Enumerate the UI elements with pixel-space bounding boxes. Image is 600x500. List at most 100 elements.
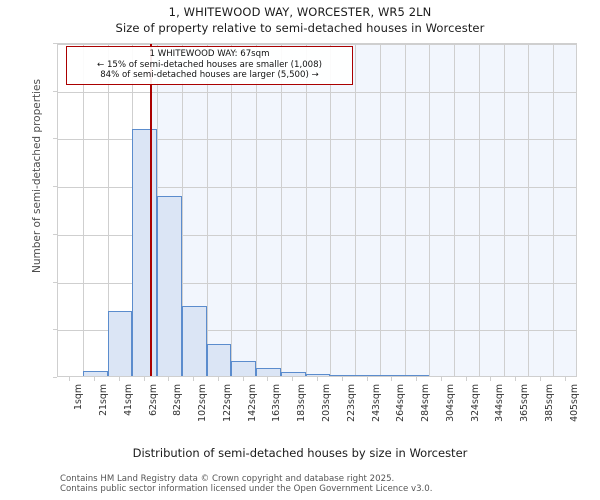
x-axis-tick-mark <box>490 377 492 381</box>
x-axis-tick-label: 183sqm <box>296 384 308 422</box>
x-axis-tick-mark <box>217 377 219 381</box>
x-axis-tick-label: 243sqm <box>370 384 382 422</box>
x-axis-tick-label: 203sqm <box>321 384 332 422</box>
x-axis-tick-label: 1sqm <box>73 384 85 410</box>
plot-area <box>57 43 577 377</box>
x-axis-tick-label: 122sqm <box>221 384 233 422</box>
gridline <box>82 44 84 376</box>
histogram-bar <box>132 128 158 376</box>
gridline <box>454 44 456 376</box>
gridline <box>58 330 576 332</box>
y-axis-tick-mark <box>53 329 57 331</box>
x-axis-tick-mark <box>564 377 566 381</box>
x-axis-tick-mark <box>168 377 170 381</box>
gridline <box>181 44 183 376</box>
x-axis-tick-label: 142sqm <box>246 384 258 422</box>
x-axis-tick-label: 365sqm <box>519 384 531 422</box>
gridline <box>206 44 208 376</box>
x-axis-tick-mark <box>539 377 541 381</box>
x-axis-tick-label: 102sqm <box>197 384 209 422</box>
x-axis-tick-mark <box>341 377 343 381</box>
chart-title-block: 1, WHITEWOOD WAY, WORCESTER, WR5 2LN Siz… <box>0 4 600 36</box>
x-axis-tick-label: 344sqm <box>494 384 506 422</box>
gridline <box>305 44 307 376</box>
property-marker-line <box>150 44 153 376</box>
page-title: 1, WHITEWOOD WAY, WORCESTER, WR5 2LN <box>168 5 432 19</box>
y-axis-tick-mark <box>53 281 57 283</box>
x-axis-tick-mark <box>242 377 244 381</box>
footer-line-1: Contains HM Land Registry data © Crown c… <box>60 474 395 484</box>
gridline <box>429 44 431 376</box>
gridline <box>330 44 332 376</box>
gridline <box>107 44 109 376</box>
histogram-bar <box>355 374 380 376</box>
y-axis-tick-mark <box>53 43 57 44</box>
histogram-bar <box>231 360 257 376</box>
annotation-box: 1 WHITEWOOD WAY: 67sqm ← 15% of semi-det… <box>66 46 353 85</box>
x-axis-tick-label: 264sqm <box>395 384 407 422</box>
x-axis-tick-mark <box>292 377 294 381</box>
gridline <box>553 44 555 376</box>
x-axis-tick-label: 21sqm <box>98 384 110 416</box>
x-axis-tick-label: 41sqm <box>122 384 134 416</box>
annotation-line-property: 1 WHITEWOOD WAY: 67sqm <box>149 49 270 59</box>
gridline <box>280 44 282 376</box>
gridline <box>58 282 576 284</box>
y-axis-tick-mark <box>53 233 57 235</box>
histogram-bar <box>206 343 232 376</box>
x-axis-tick-label: 163sqm <box>271 384 283 422</box>
gridline <box>58 44 576 45</box>
larger-region-shading <box>151 44 576 376</box>
x-axis-tick-mark <box>143 377 145 381</box>
gridline <box>528 44 530 376</box>
x-axis-tick-mark <box>118 377 120 381</box>
gridline <box>478 44 480 376</box>
x-axis-tick-mark <box>440 377 442 381</box>
histogram-bar <box>280 371 306 376</box>
footer-attribution: Contains HM Land Registry data © Crown c… <box>60 474 580 494</box>
gridline <box>231 44 233 376</box>
footer-line-2: Contains public sector information licen… <box>60 484 433 494</box>
x-axis-tick-mark <box>416 377 418 381</box>
x-axis-tick-label: 324sqm <box>469 384 481 422</box>
x-axis-tick-mark <box>465 377 467 381</box>
histogram-bar <box>181 306 207 376</box>
gridline <box>256 44 258 376</box>
x-axis-tick-mark <box>366 377 368 381</box>
gridline <box>58 187 576 189</box>
gridline <box>58 234 576 236</box>
histogram-bar <box>107 311 133 376</box>
y-axis-tick-mark <box>53 186 57 188</box>
histogram-bar <box>82 371 108 376</box>
gridline <box>503 44 505 376</box>
page-subtitle: Size of property relative to semi-detach… <box>115 21 485 35</box>
x-axis-label: Distribution of semi-detached houses by … <box>132 446 468 460</box>
histogram-bar <box>330 374 356 376</box>
histogram-bar <box>256 368 281 376</box>
x-axis-tick-label: 405sqm <box>568 384 580 422</box>
x-axis-tick-mark <box>317 377 318 381</box>
x-axis-tick-mark <box>94 377 96 381</box>
x-axis-tick-mark <box>267 377 269 381</box>
histogram-bar <box>379 374 405 376</box>
x-axis-tick-label: 284sqm <box>420 384 432 422</box>
x-axis-tick-label: 385sqm <box>543 384 555 422</box>
x-axis-tick-mark <box>69 377 71 381</box>
gridline <box>58 91 576 93</box>
y-axis-tick-mark <box>53 90 57 92</box>
x-axis-tick-mark <box>193 377 195 381</box>
y-axis-tick-mark <box>53 138 57 140</box>
gridline <box>355 44 357 376</box>
histogram-bar <box>305 373 331 376</box>
gridline <box>58 139 576 141</box>
x-axis-tick-label: 223sqm <box>345 384 357 422</box>
gridline <box>379 44 381 376</box>
y-axis-label: Number of semi-detached properties <box>31 79 43 273</box>
annotation-line-larger: 84% of semi-detached houses are larger (… <box>100 70 319 81</box>
y-axis-tick-mark <box>53 377 57 378</box>
histogram-bar <box>404 374 430 376</box>
x-axis-tick-label: 304sqm <box>444 384 456 422</box>
annotation-line-smaller: ← 15% of semi-detached houses are smalle… <box>97 59 322 70</box>
gridline <box>404 44 406 376</box>
x-axis-tick-label: 62sqm <box>147 384 159 416</box>
